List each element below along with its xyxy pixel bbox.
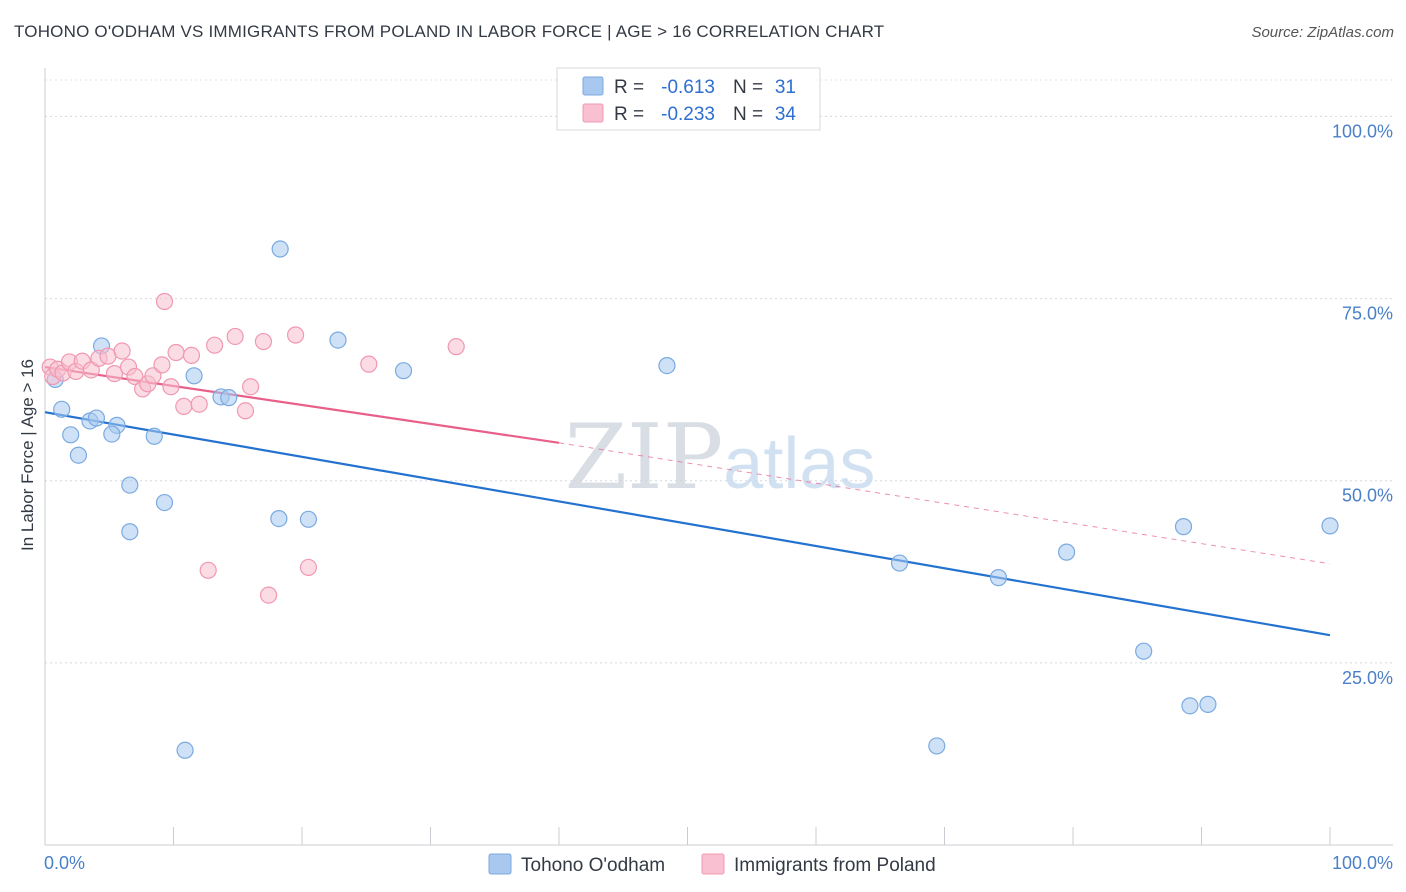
watermark-atlas: atlas xyxy=(723,424,875,504)
axes xyxy=(44,68,1393,846)
poland-point xyxy=(175,397,193,415)
tohono-point xyxy=(1174,518,1193,536)
poland-point xyxy=(360,355,378,373)
chart-title: TOHONO O'ODHAM VS IMMIGRANTS FROM POLAND… xyxy=(14,22,885,41)
poland-point xyxy=(236,402,255,420)
poland-point xyxy=(113,342,131,360)
watermark: ZIPatlas xyxy=(565,405,876,510)
legend-r-value: -0.613 xyxy=(661,77,715,98)
legend-r-value: -0.233 xyxy=(661,104,715,125)
poland-point xyxy=(199,561,217,579)
tohono-point xyxy=(1321,517,1339,535)
poland-point xyxy=(162,378,180,396)
poland-point xyxy=(167,343,185,362)
tohono-point xyxy=(176,741,194,759)
tohono-point xyxy=(1057,543,1076,561)
grid-lines xyxy=(45,79,1393,664)
y-tick-label: 25.0% xyxy=(1342,668,1393,688)
tohono-point xyxy=(185,367,203,385)
poland-point xyxy=(153,356,171,374)
tohono-point xyxy=(1199,695,1217,713)
tohono-point xyxy=(87,409,106,427)
tohono-point xyxy=(220,389,238,407)
watermark-zip: ZIP xyxy=(565,405,724,510)
y-tick-label: 75.0% xyxy=(1342,304,1393,324)
poland-point xyxy=(190,395,208,413)
trend-line xyxy=(44,411,1331,637)
chart-source: Source: ZipAtlas.com xyxy=(1251,24,1394,41)
tohono-point xyxy=(394,362,413,380)
poland-point xyxy=(126,367,144,386)
legend-r-label: R = xyxy=(614,104,644,125)
legend-n-value: 31 xyxy=(775,77,796,98)
poland-point xyxy=(259,586,278,604)
y-axis-label: In Labor Force | Age > 16 xyxy=(18,359,37,551)
legend-series-swatch xyxy=(701,853,725,875)
tohono-point xyxy=(155,493,174,512)
legend-series: Tohono O'odham Immigrants from Poland xyxy=(488,853,936,876)
tohono-point xyxy=(1135,642,1153,660)
tick-labels: 25.0% 50.0% 75.0% 100.0% 0.0% 100.0% xyxy=(44,121,1393,873)
legend-stats: R = -0.613 N = 31 R = -0.233 N = 34 xyxy=(556,67,821,131)
legend-swatch xyxy=(582,76,604,96)
legend-r-label: R = xyxy=(614,77,644,98)
tohono-point xyxy=(658,357,676,375)
poland-point xyxy=(254,332,273,351)
tohono-point xyxy=(299,510,318,528)
tohono-point xyxy=(103,425,121,443)
legend-series-swatch xyxy=(488,853,512,875)
poland-point xyxy=(299,558,318,577)
legend-n-value: 34 xyxy=(775,104,797,125)
tohono-point xyxy=(121,476,139,494)
legend-swatch xyxy=(582,103,604,123)
tohono-point xyxy=(69,446,88,464)
tohono-point xyxy=(270,509,288,528)
poland-point xyxy=(242,378,260,396)
tohono-point xyxy=(62,426,80,444)
legend-n-label: N = xyxy=(733,104,763,125)
poland-point xyxy=(206,336,224,354)
tohono-point xyxy=(271,240,289,258)
y-tick-label: 100.0% xyxy=(1332,121,1393,141)
legend-series-label: Tohono O'odham xyxy=(521,855,665,876)
tohono-point xyxy=(329,331,347,349)
poland-point xyxy=(182,346,201,364)
poland-point xyxy=(226,327,244,346)
tohono-point xyxy=(53,400,71,418)
tohono-point xyxy=(890,554,909,572)
tohono-point xyxy=(1181,697,1199,715)
poland-point xyxy=(286,326,305,344)
legend-series-label: Immigrants from Poland xyxy=(734,855,936,876)
x-tick-label: 0.0% xyxy=(44,853,85,873)
trend-line-extension xyxy=(558,442,1331,565)
poland-point xyxy=(155,292,174,311)
tohono-point xyxy=(121,523,139,541)
x-tick-label: 100.0% xyxy=(1332,853,1393,873)
poland-point xyxy=(447,338,465,356)
tohono-point xyxy=(989,569,1008,587)
legend-n-label: N = xyxy=(733,77,763,98)
tohono-point xyxy=(928,737,946,755)
y-tick-label: 50.0% xyxy=(1342,486,1393,506)
data-points xyxy=(41,240,1339,759)
tohono-point xyxy=(145,427,163,445)
poland-point xyxy=(105,365,123,383)
